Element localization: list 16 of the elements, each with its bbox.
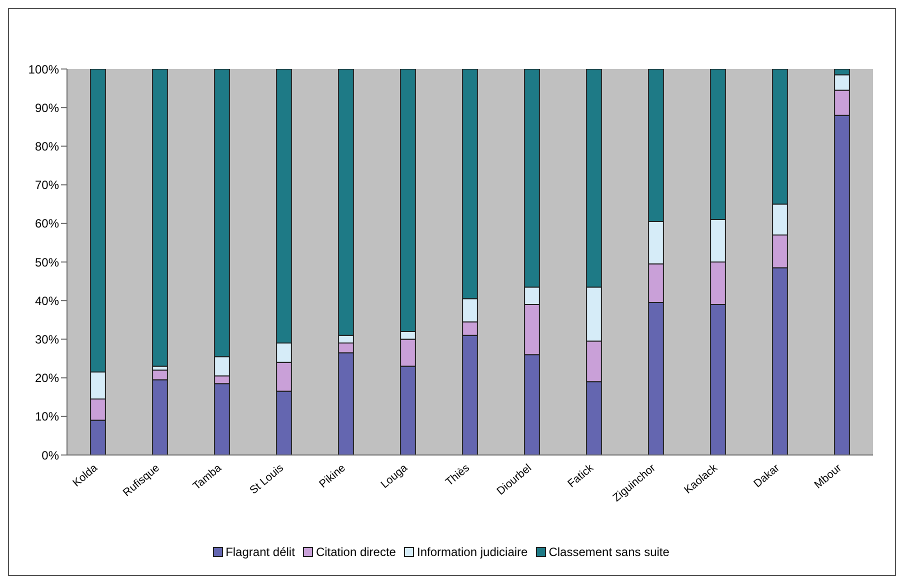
bar: [152, 69, 168, 367]
y-tick-label: 100%: [28, 62, 60, 76]
y-tick-label: 40%: [34, 294, 60, 308]
y-tick-label: 70%: [34, 178, 60, 192]
legend-label: Flagrant délit: [226, 545, 295, 559]
y-tick-label: 60%: [34, 216, 60, 231]
legend-label: Information judiciaire: [416, 545, 528, 559]
y-tick-label: 90%: [34, 100, 60, 115]
y-tick-label: 80%: [34, 139, 60, 154]
legend-label: Classement sans suite: [548, 545, 670, 559]
legend-label: Citation directe: [316, 545, 396, 559]
y-tick-label: 30%: [34, 332, 60, 346]
y-tick-label: 10%: [34, 410, 60, 424]
y-tick-label: 50%: [34, 255, 60, 270]
y-tick-label: 20%: [34, 371, 60, 386]
y-tick-label: 0%: [42, 448, 60, 462]
